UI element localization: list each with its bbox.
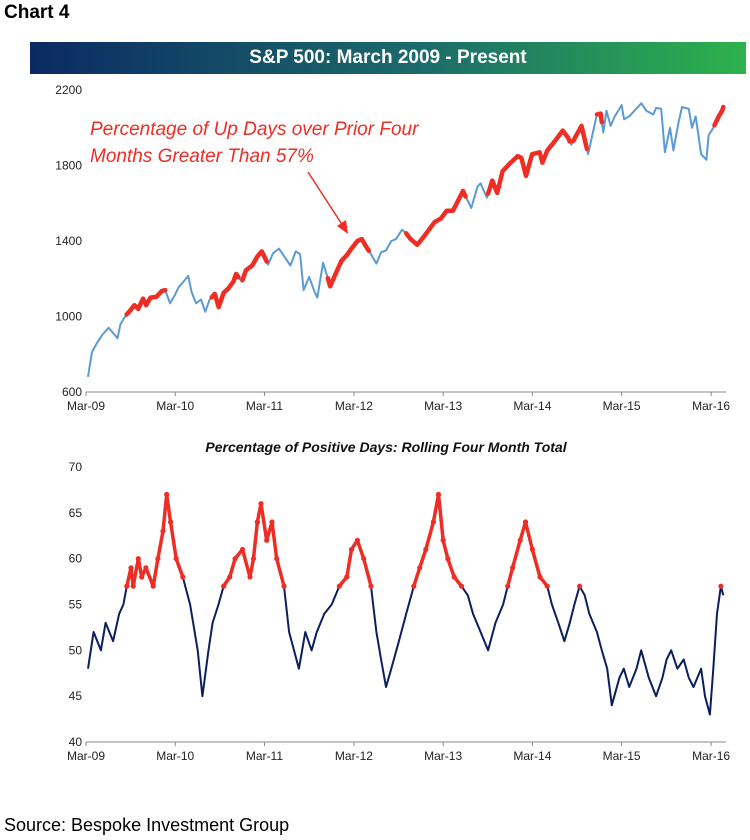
- positive-days-y-axis: 40 45 50 55 60 65 70: [69, 460, 83, 749]
- sp500-highlight-0: [124, 287, 168, 317]
- sp500-highlight-3: [325, 236, 372, 289]
- positive-days-point-111: [718, 583, 724, 589]
- positive-days-x-tick-1: Mar-10: [156, 749, 194, 763]
- positive-days-highlight-seg-73: [505, 566, 515, 588]
- positive-days-highlight-seg-18: [174, 556, 185, 579]
- positive-days-highlight-seg-14: [156, 529, 165, 561]
- positive-days-highlight-seg-60: [424, 520, 436, 552]
- sp500-x-tick-3: Mar-12: [335, 399, 373, 413]
- positive-days-point-85: [577, 583, 583, 589]
- positive-days-highlight-seg-30: [248, 556, 256, 579]
- positive-days-highlight-seg-59: [417, 547, 428, 570]
- positive-days-highlight-seg-16: [164, 492, 173, 524]
- sp500-x-tick-2: Mar-11: [246, 399, 283, 413]
- positive-days-highlight-seg-58: [412, 566, 422, 588]
- positive-days-y-tick-6: 70: [69, 460, 83, 474]
- sp500-x-tick-0: Mar-09: [67, 399, 105, 413]
- positive-days-highlight-seg-29: [240, 547, 252, 579]
- positive-days-y-tick-4: 60: [69, 552, 83, 566]
- sp500-line: [87, 102, 725, 378]
- sp500-x-tick-6: Mar-15: [603, 399, 641, 413]
- sp500-highlight-8: [712, 104, 726, 128]
- sp500-x-tick-5: Mar-14: [513, 399, 551, 413]
- sp500-highlight-1: [209, 271, 241, 310]
- positive-days-x-tick-5: Mar-14: [513, 749, 551, 763]
- positive-days-highlight-seg-49: [355, 538, 366, 561]
- positive-days-highlight-seg-31: [251, 520, 260, 561]
- positive-days-y-tick-2: 50: [69, 643, 83, 657]
- positive-days-x-tick-2: Mar-11: [246, 749, 283, 763]
- positive-days-highlight-seg-76: [523, 520, 535, 552]
- positive-days-y-tick-3: 55: [69, 598, 83, 612]
- positive-days-series: [87, 491, 725, 716]
- positive-days-x-tick-4: Mar-13: [424, 749, 462, 763]
- positive-days-title: Percentage of Positive Days: Rolling Fou…: [205, 439, 567, 455]
- title-banner: S&P 500: March 2009 - Present: [30, 42, 746, 74]
- positive-days-highlight-seg-10: [136, 556, 144, 579]
- positive-days-y-tick-5: 65: [69, 506, 83, 520]
- sp500-y-tick-0: 600: [62, 385, 82, 399]
- positive-days-highlight-seg-64: [446, 556, 456, 579]
- positive-days-point-37: [281, 583, 287, 589]
- positive-days-highlight-seg-77: [530, 547, 542, 579]
- sp500-x-tick-1: Mar-10: [156, 399, 194, 413]
- positive-days-highlight-seg-17: [168, 520, 178, 561]
- positive-days-highlight-seg-50: [361, 556, 373, 588]
- sp500-y-tick-3: 1800: [55, 159, 82, 173]
- sp500-x-tick-4: Mar-13: [424, 399, 462, 413]
- sp500-highlight-6: [570, 123, 590, 152]
- sp500-series: [87, 102, 726, 378]
- positive-days-highlight-seg-36: [274, 556, 286, 588]
- annotation-line-2: Months Greater Than 57%: [90, 146, 314, 167]
- positive-days-highlight-seg-27: [227, 556, 237, 579]
- sp500-y-axis: 600 1000 1400 1800 2200: [55, 83, 82, 399]
- positive-days-y-tick-1: 45: [69, 689, 83, 703]
- positive-days-highlight-seg-47: [345, 547, 354, 579]
- sp500-highlight-4: [403, 188, 468, 248]
- sp500-x-tick-7: Mar-16: [692, 399, 730, 413]
- chart-label: Chart 4: [4, 2, 70, 23]
- positive-days-point-51: [368, 583, 374, 589]
- positive-days-highlight-seg-63: [441, 538, 450, 561]
- positive-days-highlight-seg-35: [270, 520, 279, 561]
- positive-days-x-tick-6: Mar-15: [603, 749, 641, 763]
- source-note: Source: Bespoke Investment Group: [4, 815, 290, 835]
- sp500-y-tick-1: 1000: [55, 310, 82, 324]
- positive-days-point-19: [180, 574, 186, 580]
- sp500-x-axis: Mar-09 Mar-10 Mar-11 Mar-12 Mar-13 Mar-14 Mar-…: [67, 391, 730, 413]
- positive-days-x-axis: Mar-09 Mar-10 Mar-11 Mar-12 Mar-13 Mar-14 Mar-…: [67, 741, 730, 763]
- positive-days-chart: Percentage of Positive Days: Rolling Fou…: [67, 439, 730, 763]
- sp500-highlight-5: [485, 128, 573, 196]
- sp500-y-tick-2: 1400: [55, 234, 82, 248]
- sp500-highlight-7: [594, 111, 605, 125]
- positive-days-point-66: [458, 583, 465, 589]
- positive-days-x-tick-3: Mar-12: [335, 749, 373, 763]
- positive-days-highlight-seg-62: [436, 492, 445, 543]
- sp500-highlight-2: [240, 249, 269, 283]
- positive-days-point-79: [544, 583, 550, 589]
- positive-days-line: [87, 493, 725, 716]
- positive-days-highlight-seg-13: [151, 556, 160, 588]
- positive-days-x-tick-7: Mar-16: [692, 749, 730, 763]
- positive-days-highlight-seg-74: [510, 538, 522, 570]
- sp500-y-tick-4: 2200: [55, 83, 82, 97]
- annotation-arrow: [307, 171, 348, 234]
- positive-days-x-tick-0: Mar-09: [67, 749, 105, 763]
- positive-days-highlight-seg-33: [259, 501, 269, 543]
- annotation-line-1: Percentage of Up Days over Prior Four: [90, 119, 419, 140]
- positive-days-y-tick-0: 40: [69, 735, 83, 749]
